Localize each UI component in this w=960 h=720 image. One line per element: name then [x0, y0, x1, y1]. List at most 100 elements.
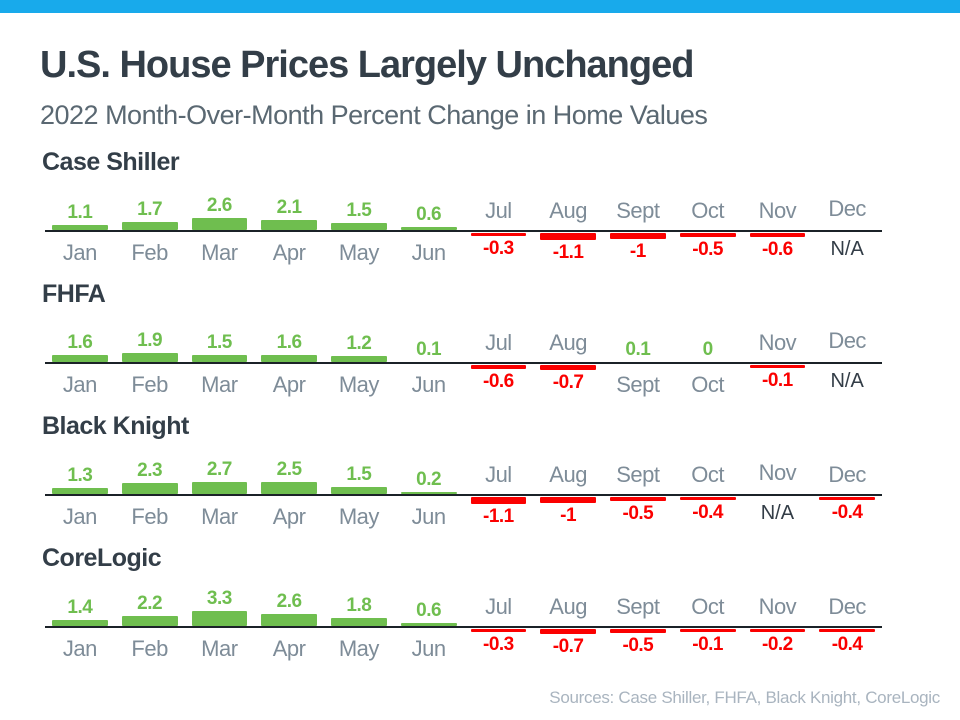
bar-value-label: 1.5 [346, 200, 372, 221]
top-accent-bar [0, 0, 960, 13]
month-label: Sept [616, 198, 660, 223]
month-label: Oct [691, 372, 724, 397]
month-label: Jan [62, 636, 97, 661]
bar-chart-black-knight: 1.3 Jan 2.3 Feb 2.7 Mar 2.5 Apr 1.5 May 0.2 Jun Jul -… [45, 446, 882, 542]
positive-bar [261, 220, 317, 230]
month-label: Jul [485, 330, 512, 355]
bar-value-label: -0.3 [483, 634, 514, 655]
bar-value-label: 0.1 [416, 339, 442, 360]
month-column-dec: Dec -0.4 [812, 578, 882, 674]
month-column-oct: Oct -0.5 [673, 182, 743, 278]
bar-value-label: -1 [560, 505, 577, 526]
month-label: Feb [131, 504, 168, 529]
month-label: Aug [549, 594, 587, 619]
bar-value-label: 1.1 [67, 202, 93, 223]
month-label: Jun [411, 240, 446, 265]
month-column-jan: 1.4 Jan [45, 578, 115, 674]
chart-section-black-knight: Black Knight 1.3 Jan 2.3 Feb 2.7 Mar 2.5 Apr 1.5 M… [42, 412, 882, 544]
positive-bar [331, 618, 387, 626]
positive-bar [400, 492, 457, 494]
month-label: Mar [201, 372, 238, 397]
month-label: Sept [616, 372, 660, 397]
month-column-aug: Aug -1 [533, 446, 603, 542]
bar-value-label: -1.1 [483, 506, 514, 527]
positive-bar [121, 616, 178, 626]
month-column-apr: 2.5 Apr [254, 446, 324, 542]
section-title-fhfa: FHFA [42, 280, 106, 308]
month-label: Feb [131, 240, 168, 265]
bar-value-label: -0.1 [762, 370, 793, 391]
month-label: Jun [411, 636, 446, 661]
month-column-mar: 2.7 Mar [185, 446, 255, 542]
bar-value-label: -0.6 [762, 239, 793, 260]
month-column-apr: 1.6 Apr [254, 314, 324, 410]
positive-bar [400, 227, 457, 230]
month-column-feb: 1.9 Feb [115, 314, 185, 410]
positive-bar [191, 218, 248, 230]
bar-value-label: 1.6 [67, 332, 93, 353]
month-column-nov: Nov -0.6 [743, 182, 813, 278]
positive-bar [121, 353, 178, 362]
month-column-sept: 0.1 Sept [603, 314, 673, 410]
section-title-black-knight: Black Knight [42, 412, 189, 440]
month-column-mar: 3.3 Mar [185, 578, 255, 674]
month-label: Aug [549, 330, 587, 355]
bar-value-label: 0.1 [625, 339, 651, 360]
negative-bar [540, 497, 596, 503]
month-label: Apr [272, 240, 306, 265]
month-label: Oct [691, 594, 724, 619]
bar-value-label: 0.2 [416, 469, 442, 490]
bar-value-label: -1.1 [552, 242, 584, 263]
month-column-mar: 1.5 Mar [185, 314, 255, 410]
month-label: Jan [62, 240, 97, 265]
negative-bar [470, 233, 527, 236]
negative-bar [540, 233, 596, 240]
month-label: Feb [131, 372, 168, 397]
month-column-mar: 2.6 Mar [185, 182, 255, 278]
bar-value-label: -0.6 [483, 371, 514, 392]
bar-value-label: 2.6 [206, 195, 232, 216]
negative-bar [610, 497, 666, 501]
positive-bar [191, 611, 248, 626]
month-column-jul: Jul -0.6 [464, 314, 534, 410]
bar-value-label: 3.3 [206, 588, 232, 609]
positive-bar [261, 482, 317, 494]
chart-section-corelogic: CoreLogic 1.4 Jan 2.2 Feb 3.3 Mar 2.6 Apr 1.8 May 0… [42, 544, 882, 676]
bar-value-label: 1.5 [206, 332, 232, 353]
bar-value-label: -0.4 [831, 634, 863, 655]
sources-note: Sources: Case Shiller, FHFA, Black Knigh… [549, 688, 940, 707]
month-column-nov: Nov -0.1 [743, 314, 813, 410]
bar-value-label: -0.4 [692, 502, 723, 523]
positive-bar [121, 483, 178, 494]
month-column-sept: Sept -0.5 [603, 578, 673, 674]
month-column-apr: 2.1 Apr [254, 182, 324, 278]
bar-value-label: -1 [629, 241, 646, 262]
month-column-aug: Aug -1.1 [533, 182, 603, 278]
month-label: Mar [201, 504, 238, 529]
month-column-jan: 1.6 Jan [45, 314, 115, 410]
month-column-dec: Dec N/A [812, 314, 882, 410]
month-label: Apr [272, 504, 306, 529]
month-column-jun: 0.2 Jun [394, 446, 464, 542]
page-title: U.S. House Prices Largely Unchanged [40, 44, 694, 86]
negative-bar [679, 629, 736, 632]
month-column-may: 1.5 May [324, 182, 394, 278]
positive-bar [52, 488, 108, 494]
month-label: Feb [131, 636, 168, 661]
negative-bar [819, 629, 875, 632]
month-label: May [338, 504, 380, 529]
month-column-aug: Aug -0.7 [533, 578, 603, 674]
month-column-dec: Dec N/A [812, 182, 882, 278]
positive-bar [191, 482, 248, 494]
negative-bar [540, 629, 596, 634]
positive-bar [121, 222, 178, 230]
zero-baseline [45, 494, 882, 496]
month-label: Apr [272, 636, 306, 661]
month-label: Aug [549, 198, 587, 223]
bar-value-label: -0.5 [622, 503, 654, 524]
bar-value-label: -0.3 [483, 238, 514, 259]
positive-bar [331, 356, 387, 362]
month-column-aug: Aug -0.7 [533, 314, 603, 410]
bar-value-label: 1.8 [346, 595, 372, 616]
bar-value-label: 1.5 [346, 464, 372, 485]
